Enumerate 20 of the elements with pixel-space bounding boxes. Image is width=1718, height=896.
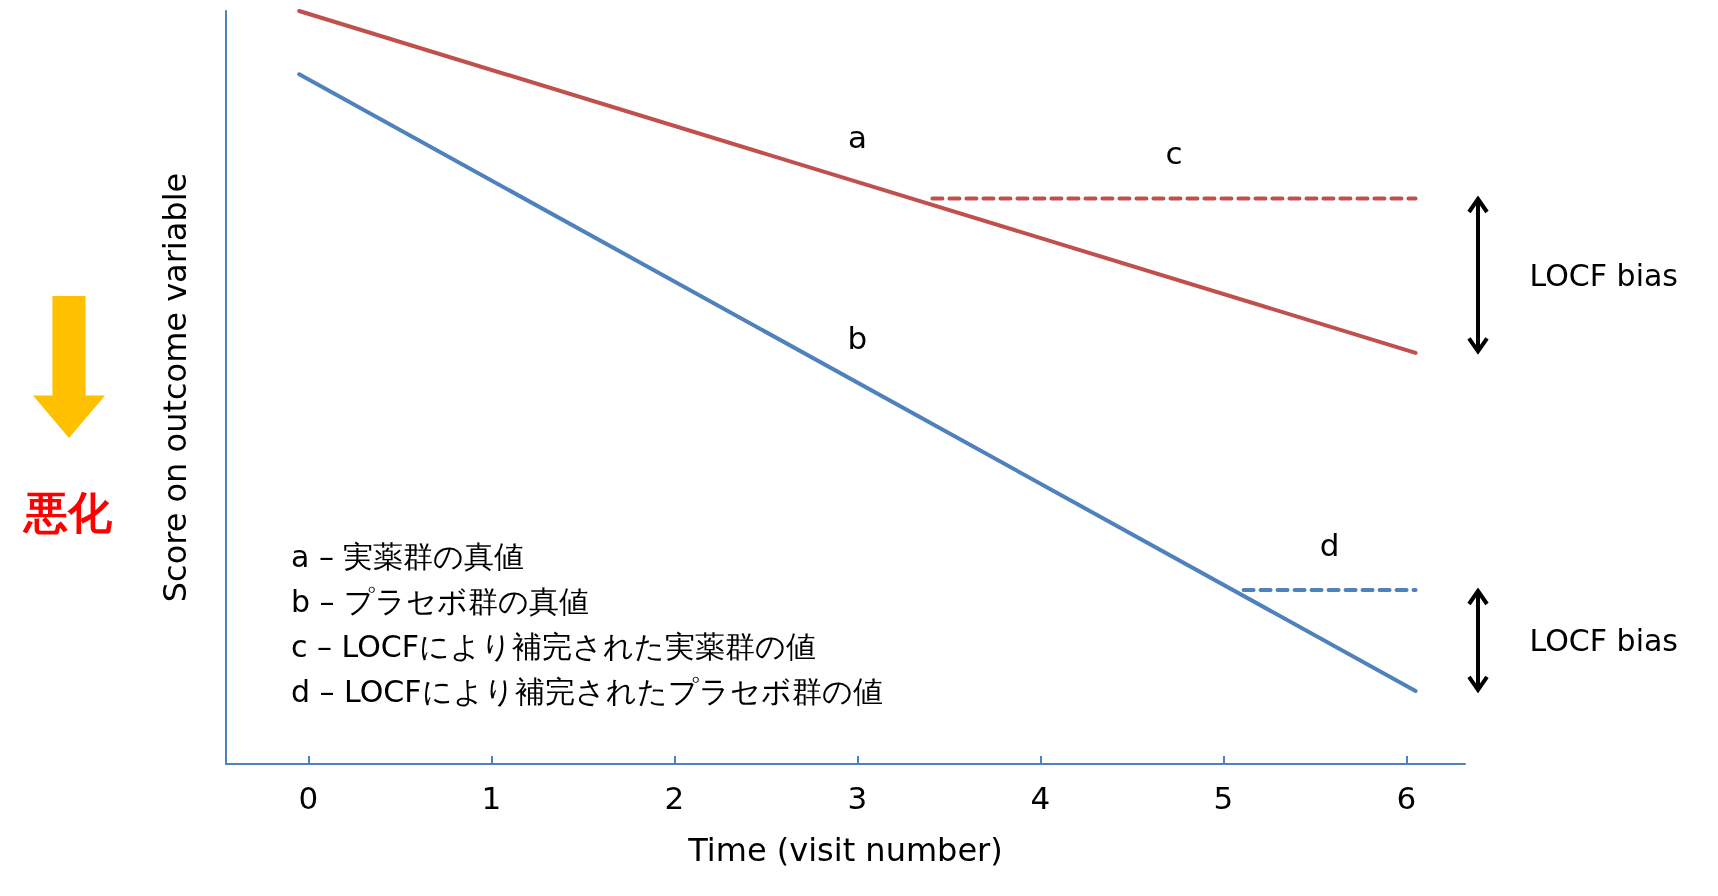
series-label: b: [847, 319, 868, 356]
text: 悪化: [22, 486, 113, 538]
x-tick-label: 6: [1396, 779, 1417, 816]
x-tick-label: 2: [664, 779, 685, 816]
x-tick-label: 3: [847, 779, 868, 816]
x-tick-label: 0: [298, 779, 319, 816]
text: LOCF bias: [1529, 623, 1678, 659]
x-tick-label: 4: [1030, 779, 1051, 816]
series-label: d: [1319, 527, 1340, 564]
series-label: c: [1165, 135, 1183, 172]
x-tick-label: 1: [481, 779, 502, 816]
series-label: a: [847, 118, 867, 155]
annotation: d – LOCFにより補完されたプラセボ群の値: [291, 673, 883, 709]
x-axis-title: Time (visit number): [687, 831, 1003, 869]
annotation: b – プラセボ群の真値: [291, 583, 590, 619]
y-axis-title: Score on outcome variable: [156, 172, 194, 603]
annotation: a – 実薬群の真値: [291, 538, 525, 574]
annotation: c – LOCFにより補完された実薬群の値: [291, 628, 817, 664]
x-tick-label: 5: [1213, 779, 1234, 816]
text: LOCF bias: [1529, 258, 1678, 294]
